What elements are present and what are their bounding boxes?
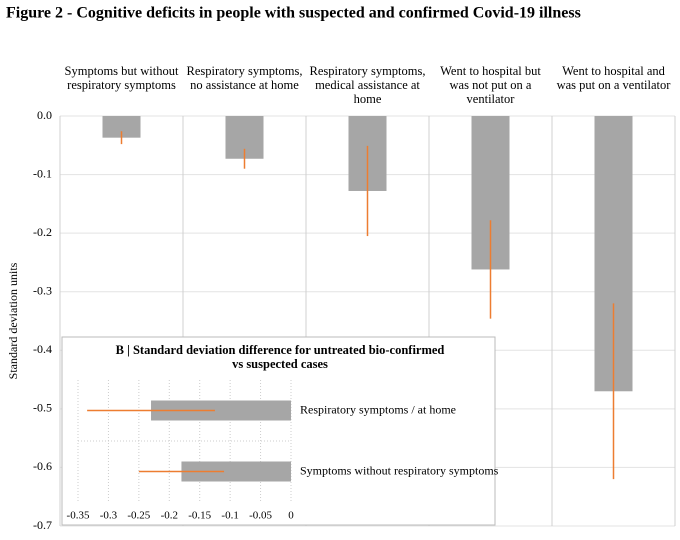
x-tick-label: -0.15	[188, 510, 211, 522]
x-tick-label: -0.05	[249, 510, 272, 522]
x-tick-label: -0.1	[221, 510, 238, 522]
x-category-label: Respiratory symptoms, medical assistance…	[309, 64, 426, 106]
x-category-label: Respiratory symptoms, no assistance at h…	[186, 64, 303, 92]
bar	[102, 116, 141, 138]
y-tick-label: -0.2	[33, 225, 52, 239]
x-tick-label: -0.35	[67, 510, 90, 522]
y-category-label: Symptoms without respiratory symptoms	[300, 463, 499, 477]
x-tick-label: 0	[288, 510, 294, 522]
y-tick-label: -0.1	[33, 166, 52, 180]
y-axis-title: Standard deviation units	[6, 262, 20, 379]
x-category-label: Went to hospital and was put on a ventil…	[556, 64, 671, 92]
x-category-label: Symptoms but without respiratory symptom…	[64, 64, 179, 92]
inset-title: B | Standard deviation difference for un…	[115, 343, 445, 371]
figure-title: Figure 2 - Cognitive deficits in people …	[6, 5, 581, 22]
x-tick-label: -0.3	[100, 510, 118, 522]
x-tick-label: -0.25	[127, 510, 150, 522]
y-tick-label: -0.7	[33, 518, 52, 532]
y-tick-label: -0.3	[33, 283, 52, 297]
bar	[151, 400, 291, 421]
y-category-label: Respiratory symptoms / at home	[300, 402, 456, 416]
x-tick-label: -0.2	[161, 510, 178, 522]
x-category-label: Went to hospital but was not put on a ve…	[440, 64, 541, 106]
y-tick-label: 0.0	[37, 108, 52, 122]
y-tick-label: -0.5	[33, 401, 52, 415]
inset-box	[61, 336, 496, 526]
y-tick-label: -0.4	[33, 342, 52, 356]
bar	[181, 461, 291, 482]
y-tick-label: -0.6	[33, 459, 52, 473]
